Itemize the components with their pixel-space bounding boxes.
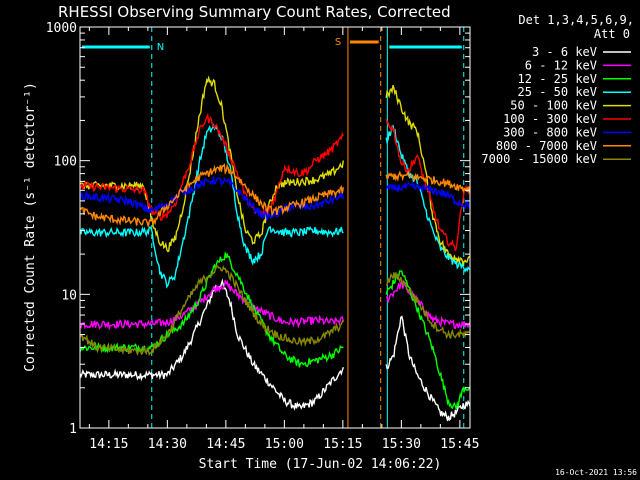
legend-label-6: 300 - 800 keV xyxy=(503,125,597,139)
generation-timestamp: 16-Oct-2021 13:56 xyxy=(555,468,637,477)
series-line-7 xyxy=(79,163,471,227)
x-tick-label-1: 14:30 xyxy=(148,437,187,452)
series-line-5 xyxy=(79,112,471,252)
series-line-0 xyxy=(79,278,471,422)
legend-label-2: 12 - 25 keV xyxy=(518,72,597,86)
x-axis-label: Start Time (17-Jun-02 14:06:22) xyxy=(199,457,442,472)
series-line-1 xyxy=(79,279,471,331)
legend-label-5: 100 - 300 keV xyxy=(503,112,597,126)
plot-frame xyxy=(79,26,471,429)
legend-header-line-1: Det 1,3,4,5,6,9, xyxy=(518,13,634,27)
y-tick-label-2: 100 xyxy=(54,155,77,170)
x-tick-label-0: 14:15 xyxy=(89,437,128,452)
y-tick-label-3: 1000 xyxy=(46,21,77,36)
chart-title: RHESSI Observing Summary Count Rates, Co… xyxy=(58,3,451,21)
x-tick-label-2: 14:45 xyxy=(206,437,245,452)
legend-label-0: 3 - 6 keV xyxy=(532,45,597,59)
legend-header-line-2: Att 0 xyxy=(594,27,630,41)
saa-label: S xyxy=(335,37,341,48)
series-line-2 xyxy=(79,252,471,410)
y-tick-label-0: 1 xyxy=(69,422,77,437)
x-tick-label-4: 15:15 xyxy=(323,437,362,452)
x-tick-label-5: 15:30 xyxy=(382,437,421,452)
series-line-8 xyxy=(79,265,471,356)
series-line-3 xyxy=(79,123,471,289)
y-axis-label: Corrected Count Rate (s⁻¹ detector⁻¹) xyxy=(23,82,38,372)
y-tick-label-1: 10 xyxy=(61,288,77,303)
legend-label-7: 800 - 7000 keV xyxy=(496,139,597,153)
series-lines xyxy=(79,75,471,422)
legend-label-8: 7000 - 15000 keV xyxy=(481,152,597,166)
legend-label-4: 50 - 100 keV xyxy=(510,99,597,113)
x-tick-label-3: 15:00 xyxy=(265,437,304,452)
night-label: N xyxy=(157,42,164,53)
series-line-6 xyxy=(79,176,471,221)
legend-label-1: 6 - 12 keV xyxy=(525,58,597,72)
x-tick-label-6: 15:45 xyxy=(440,437,479,452)
legend-label-3: 25 - 50 keV xyxy=(518,85,597,99)
axes: 14:15 14:30 14:45 15:00 15:15 15:30 15:45 1 10 10… xyxy=(46,21,480,452)
